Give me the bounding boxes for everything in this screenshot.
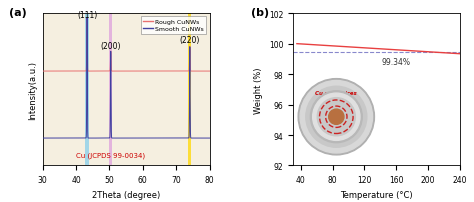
Y-axis label: Intensity(a.u.): Intensity(a.u.) [28, 61, 37, 119]
Bar [109, 14, 112, 166]
Text: (b): (b) [251, 8, 269, 18]
X-axis label: 2Theta (degree): 2Theta (degree) [92, 190, 160, 199]
Text: (a): (a) [9, 8, 27, 18]
Y-axis label: Weight (%): Weight (%) [254, 67, 263, 113]
Bar [188, 14, 191, 166]
Text: 99.34%: 99.34% [382, 58, 410, 67]
X-axis label: Temperature (°C): Temperature (°C) [340, 190, 413, 199]
Text: (111): (111) [77, 11, 97, 20]
Text: (200): (200) [100, 42, 121, 50]
Text: Cu (JCPDS 99-0034): Cu (JCPDS 99-0034) [76, 152, 146, 158]
Text: (220): (220) [180, 36, 200, 44]
Legend: Rough CuNWs, Smooth CuNWs: Rough CuNWs, Smooth CuNWs [141, 17, 206, 35]
Bar [85, 14, 89, 166]
